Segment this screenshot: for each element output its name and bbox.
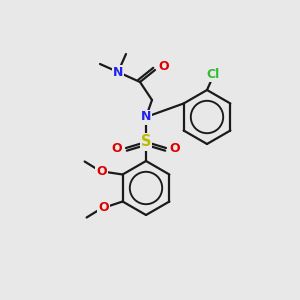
Text: O: O — [170, 142, 180, 154]
Text: O: O — [159, 59, 169, 73]
Text: N: N — [113, 65, 123, 79]
Text: S: S — [141, 134, 151, 149]
Text: N: N — [141, 110, 151, 124]
Text: Cl: Cl — [206, 68, 220, 80]
Text: O: O — [98, 201, 109, 214]
Text: O: O — [112, 142, 122, 154]
Text: O: O — [96, 165, 107, 178]
